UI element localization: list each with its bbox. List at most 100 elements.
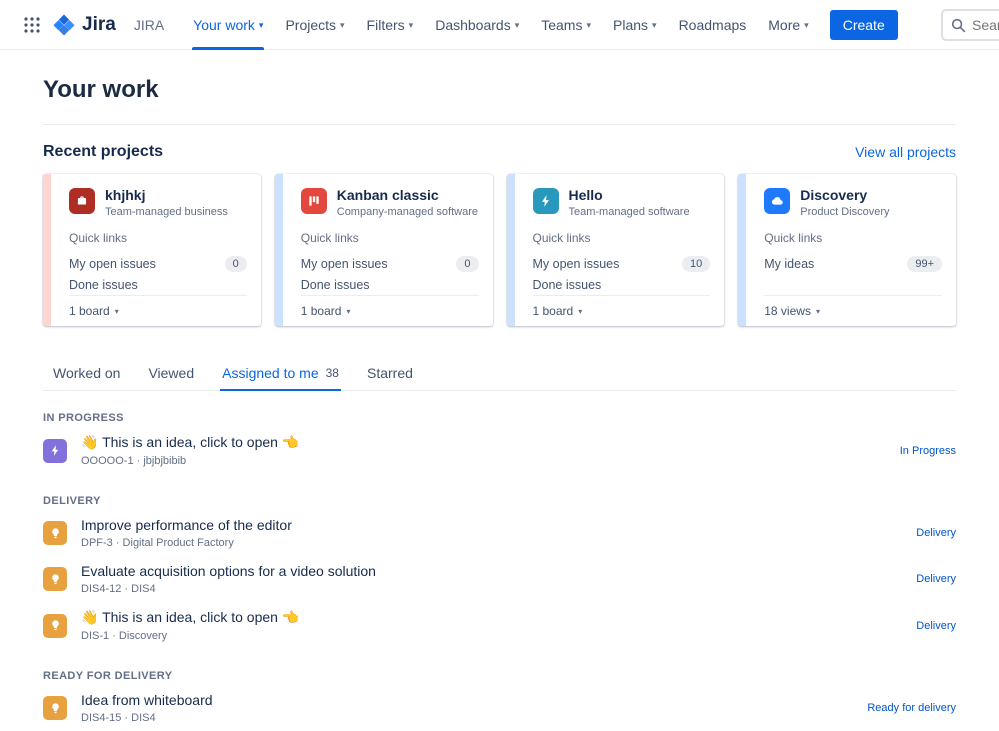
kanban-columns-icon <box>309 196 319 206</box>
jira-logo-icon <box>53 14 75 35</box>
nav-item-filters[interactable]: Filters ▾ <box>356 0 425 50</box>
search-input[interactable] <box>972 17 999 33</box>
project-name-link[interactable]: khjhkj <box>105 187 146 203</box>
lightbulb-icon <box>51 573 59 584</box>
lightbulb-icon <box>51 702 59 713</box>
nav-item-label: More <box>768 16 801 33</box>
tab-starred[interactable]: Starred <box>357 359 423 390</box>
nav-item-your-work[interactable]: Your work ▾ <box>182 0 274 50</box>
work-item-meta: DIS4-12 · DIS4 <box>81 583 156 595</box>
project-card-discovery[interactable]: Discovery Product Discovery Quick links … <box>738 174 956 326</box>
project-avatar-icon <box>69 188 95 214</box>
quick-link-my-open-issues[interactable]: My open issues 0 <box>69 253 247 275</box>
work-item-text: Evaluate acquisition options for a video… <box>81 563 376 595</box>
group-heading-in-progress: IN PROGRESS <box>43 412 124 424</box>
tab-viewed[interactable]: Viewed <box>138 359 204 390</box>
title-divider <box>43 124 956 125</box>
count-badge: 99+ <box>907 256 942 273</box>
nav-item-teams[interactable]: Teams ▾ <box>530 0 602 50</box>
tab-label: Worked on <box>53 365 121 381</box>
work-item-meta: DPF-3 · Digital Product Factory <box>81 537 234 549</box>
quick-link-label: My ideas <box>764 257 815 272</box>
count-badge: 0 <box>456 256 479 273</box>
jira-logo[interactable]: Jira <box>52 13 116 37</box>
project-name-link[interactable]: Kanban classic <box>336 187 439 203</box>
board-switcher[interactable]: 1 board ▾ <box>69 295 247 326</box>
work-item-title[interactable]: Improve performance of the editor <box>81 517 292 533</box>
chevron-down-icon: ▾ <box>114 306 119 316</box>
project-titles: Hello Team-managed software <box>568 187 690 219</box>
nav-item-dashboards[interactable]: Dashboards ▾ <box>424 0 530 50</box>
project-name-link[interactable]: Discovery <box>800 187 868 203</box>
work-item[interactable]: Evaluate acquisition options for a video… <box>43 556 956 602</box>
app-switcher-icon[interactable] <box>16 9 48 41</box>
work-item[interactable]: 👋 This is an idea, click to open 👈 OOOOO… <box>43 427 956 474</box>
chevron-down-icon: ▾ <box>652 20 657 30</box>
work-item-title[interactable]: Evaluate acquisition options for a video… <box>81 563 376 579</box>
chevron-down-icon: ▾ <box>586 20 591 30</box>
nav-item-plans[interactable]: Plans ▾ <box>602 0 668 50</box>
briefcase-icon <box>77 196 87 205</box>
cloud-icon <box>771 196 783 205</box>
project-card-kanban-classic[interactable]: Kanban classic Company-managed software … <box>274 174 493 326</box>
views-switcher[interactable]: 18 views ▾ <box>764 295 942 326</box>
idea-type-icon <box>43 567 67 591</box>
work-item-title[interactable]: 👋 This is an idea, click to open 👈 <box>81 434 300 450</box>
project-card-hello[interactable]: Hello Team-managed software Quick links … <box>506 174 725 326</box>
quick-link-my-open-issues[interactable]: My open issues 0 <box>301 253 479 275</box>
page-title: Your work <box>43 76 159 103</box>
board-switcher-label: 1 board <box>69 304 110 319</box>
lightbulb-icon <box>51 620 59 631</box>
quick-links-label: Quick links <box>532 231 591 246</box>
work-item-meta: DIS4-15 · DIS4 <box>81 712 156 724</box>
chevron-down-icon: ▾ <box>340 20 345 30</box>
status-badge: Delivery <box>916 527 956 539</box>
quick-link-done-issues[interactable]: Done issues <box>533 275 711 295</box>
group-heading-ready-for-delivery: READY FOR DELIVERY <box>43 670 173 682</box>
tab-worked-on[interactable]: Worked on <box>43 359 130 390</box>
work-item[interactable]: Improve performance of the editor DPF-3 … <box>43 510 956 556</box>
chevron-down-icon: ▾ <box>815 306 820 316</box>
board-switcher[interactable]: 1 board ▾ <box>532 295 711 326</box>
quick-link-label: My open issues <box>300 257 388 272</box>
status-badge: Ready for delivery <box>867 702 956 714</box>
project-card-khjhkj[interactable]: khjhkj Team-managed business Quick links… <box>43 174 261 326</box>
project-name-link[interactable]: Hello <box>568 187 603 203</box>
work-item-title[interactable]: 👋 This is an idea, click to open 👈 <box>81 609 300 625</box>
quick-link-label: Done issues <box>300 278 370 293</box>
lightning-bolt-icon <box>541 195 549 207</box>
work-item-title[interactable]: Idea from whiteboard <box>81 692 213 708</box>
tab-label: Viewed <box>148 365 195 381</box>
quick-link-done-issues[interactable]: Done issues <box>301 275 479 295</box>
tab-assigned-to-me[interactable]: Assigned to me 38 <box>212 359 349 391</box>
quick-link-my-open-issues[interactable]: My open issues 10 <box>533 253 711 275</box>
work-item-meta: OOOOO-1 · jbjbjbibib <box>81 455 187 467</box>
nav-item-label: Plans <box>613 16 649 33</box>
quick-link-my-ideas[interactable]: My ideas 99+ <box>764 253 942 275</box>
nav-item-more[interactable]: More ▾ <box>757 0 819 50</box>
quick-link-done-issues[interactable]: Done issues <box>69 275 247 295</box>
board-switcher-label: 1 board <box>532 304 574 319</box>
nav-item-roadmaps[interactable]: Roadmaps <box>668 0 758 50</box>
work-item[interactable]: 👋 This is an idea, click to open 👈 DIS-1… <box>43 602 956 649</box>
chevron-down-icon: ▾ <box>346 306 351 316</box>
nav-item-projects[interactable]: Projects ▾ <box>274 0 355 50</box>
create-button[interactable]: Create <box>829 9 898 40</box>
work-item-text: Idea from whiteboard DIS4-15 · DIS4 <box>81 692 213 724</box>
work-item[interactable]: Idea from whiteboard DIS4-15 · DIS4 Read… <box>43 685 956 731</box>
project-type: Team-managed software <box>568 206 690 219</box>
search-box <box>941 9 999 41</box>
chevron-down-icon: ▾ <box>258 20 264 30</box>
work-tabs: Worked on Viewed Assigned to me 38 Starr… <box>43 359 956 391</box>
status-badge: Delivery <box>916 619 956 632</box>
view-all-projects-link[interactable]: View all projects <box>855 144 956 160</box>
board-switcher[interactable]: 1 board ▾ <box>300 295 479 326</box>
project-type: Product Discovery <box>800 206 890 219</box>
project-titles: Kanban classic Company-managed software <box>336 187 478 218</box>
count-badge: 10 <box>682 256 711 273</box>
quick-link-label: My open issues <box>532 257 620 272</box>
card-header: Kanban classic Company-managed software <box>300 187 479 218</box>
card-header: Discovery Product Discovery <box>764 187 942 219</box>
board-switcher-label: 1 board <box>300 304 342 319</box>
lightning-bolt-icon <box>51 445 58 456</box>
